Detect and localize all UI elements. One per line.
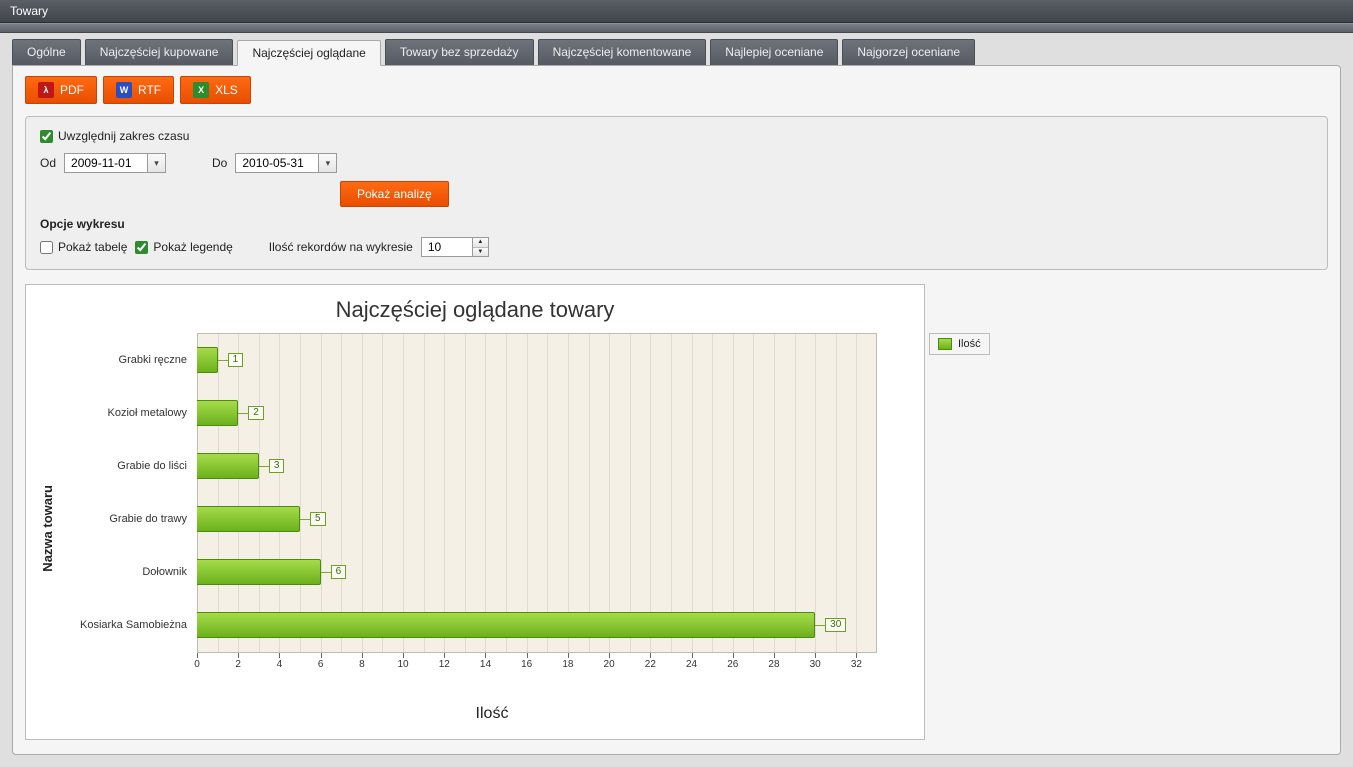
show-analysis-button[interactable]: Pokaż analizę xyxy=(340,181,449,207)
bar-value-label: 2 xyxy=(248,406,264,420)
records-step-down[interactable]: ▼ xyxy=(473,248,488,257)
x-tick-label: 8 xyxy=(359,659,365,670)
from-date-dropdown[interactable]: ▾ xyxy=(147,154,165,172)
chart-legend: Ilość xyxy=(929,333,990,355)
export-pdf-button[interactable]: λ PDF xyxy=(25,76,97,104)
export-rtf-label: RTF xyxy=(138,83,161,97)
x-tick-label: 6 xyxy=(318,659,324,670)
tab-3[interactable]: Towary bez sprzedaży xyxy=(385,39,534,65)
tab-0[interactable]: Ogólne xyxy=(12,39,81,65)
show-legend-wrap[interactable]: Pokaż legendę xyxy=(135,240,232,254)
x-tick-label: 24 xyxy=(686,659,697,670)
chart-bar xyxy=(197,400,238,426)
tab-1[interactable]: Najczęściej kupowane xyxy=(85,39,234,65)
bar-value-label: 6 xyxy=(331,565,347,579)
show-legend-checkbox[interactable] xyxy=(135,241,148,254)
records-field[interactable]: ▲ ▼ xyxy=(421,237,489,257)
x-tick-label: 18 xyxy=(562,659,573,670)
chart-bar xyxy=(197,506,300,532)
x-tick-label: 22 xyxy=(645,659,656,670)
filter-box: Uwzględnij zakres czasu Od ▾ Do ▾ xyxy=(25,116,1328,270)
export-rtf-button[interactable]: W RTF xyxy=(103,76,174,104)
window-strip xyxy=(0,23,1353,33)
bar-value-label: 30 xyxy=(825,618,846,632)
chart-container: Najczęściej oglądane towary Nazwa towaru… xyxy=(25,284,925,740)
x-tick-label: 0 xyxy=(194,659,200,670)
show-table-label: Pokaż tabelę xyxy=(58,240,127,254)
chart-bar xyxy=(197,559,321,585)
x-tick-label: 16 xyxy=(521,659,532,670)
y-tick-label: Dołownik xyxy=(67,566,187,578)
chart-plot: Grabki ręczne 1 Kozioł metalowy 2 Grabie do … xyxy=(67,333,917,677)
records-input[interactable] xyxy=(422,238,472,256)
chart-bar xyxy=(197,453,259,479)
y-axis-title: Nazwa towaru xyxy=(40,485,55,572)
tab-bar: OgólneNajczęściej kupowaneNajczęściej og… xyxy=(12,39,1341,65)
x-tick-label: 30 xyxy=(810,659,821,670)
pdf-icon: λ xyxy=(38,82,54,98)
rtf-icon: W xyxy=(116,82,132,98)
show-table-checkbox[interactable] xyxy=(40,241,53,254)
bar-value-label: 1 xyxy=(228,353,244,367)
export-xls-label: XLS xyxy=(215,83,238,97)
x-tick-label: 26 xyxy=(727,659,738,670)
bar-value-label: 3 xyxy=(269,459,285,473)
x-tick-label: 10 xyxy=(397,659,408,670)
chart-bar xyxy=(197,612,815,638)
show-table-wrap[interactable]: Pokaż tabelę xyxy=(40,240,127,254)
range-checkbox-label: Uwzględnij zakres czasu xyxy=(58,129,189,143)
from-date-field[interactable]: ▾ xyxy=(64,153,166,173)
x-tick-label: 28 xyxy=(768,659,779,670)
to-date-field[interactable]: ▾ xyxy=(235,153,337,173)
tab-4[interactable]: Najczęściej komentowane xyxy=(538,39,707,65)
chart-title: Najczęściej oglądane towary xyxy=(40,297,910,323)
x-tick-label: 12 xyxy=(439,659,450,670)
bar-value-label: 5 xyxy=(310,512,326,526)
window-title: Towary xyxy=(0,0,1353,23)
y-tick-label: Grabki ręczne xyxy=(67,354,187,366)
range-checkbox-wrap[interactable]: Uwzględnij zakres czasu xyxy=(40,129,189,143)
to-date-input[interactable] xyxy=(236,154,318,172)
x-tick-label: 20 xyxy=(604,659,615,670)
y-tick-label: Kosiarka Samobieżna xyxy=(67,619,187,631)
x-tick-label: 32 xyxy=(851,659,862,670)
y-tick-label: Kozioł metalowy xyxy=(67,407,187,419)
x-tick-label: 4 xyxy=(277,659,283,670)
legend-label: Ilość xyxy=(958,338,981,350)
chart-options-label: Opcje wykresu xyxy=(40,217,1313,231)
legend-swatch xyxy=(938,338,952,350)
records-label: Ilość rekordów na wykresie xyxy=(269,240,413,254)
records-step-up[interactable]: ▲ xyxy=(473,238,488,248)
from-date-input[interactable] xyxy=(65,154,147,172)
tab-5[interactable]: Najlepiej oceniane xyxy=(710,39,838,65)
export-xls-button[interactable]: X XLS xyxy=(180,76,251,104)
to-date-dropdown[interactable]: ▾ xyxy=(318,154,336,172)
x-tick-label: 2 xyxy=(235,659,241,670)
from-label: Od xyxy=(40,156,56,170)
y-tick-label: Grabie do liści xyxy=(67,460,187,472)
export-row: λ PDF W RTF X XLS xyxy=(25,76,1328,104)
to-label: Do xyxy=(212,156,227,170)
xls-icon: X xyxy=(193,82,209,98)
tab-panel: λ PDF W RTF X XLS Uwzględnij zakres czas… xyxy=(12,65,1341,755)
y-tick-label: Grabie do trawy xyxy=(67,513,187,525)
export-pdf-label: PDF xyxy=(60,83,84,97)
x-axis-title: Ilość xyxy=(67,705,917,723)
chart-bar xyxy=(197,347,218,373)
show-legend-label: Pokaż legendę xyxy=(153,240,232,254)
x-tick-label: 14 xyxy=(480,659,491,670)
tab-2[interactable]: Najczęściej oglądane xyxy=(237,40,380,66)
range-checkbox[interactable] xyxy=(40,130,53,143)
tab-6[interactable]: Najgorzej oceniane xyxy=(842,39,975,65)
